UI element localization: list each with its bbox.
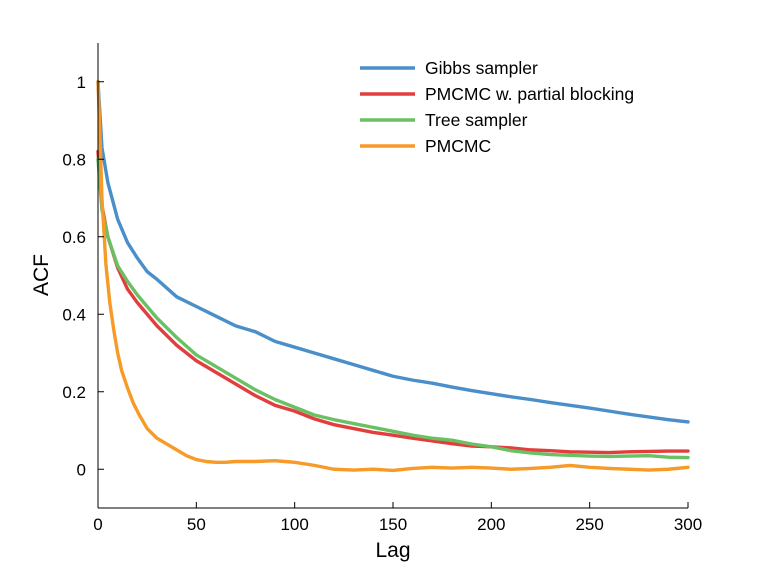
y-tick-label: 1 <box>77 73 86 92</box>
x-tick-label: 300 <box>674 515 702 534</box>
legend: Gibbs sampler PMCMC w. partial blocking Tr… <box>360 58 634 156</box>
x-axis-title: Lag <box>375 539 410 562</box>
x-tick-label: 100 <box>280 515 308 534</box>
x-tick-label: 250 <box>575 515 603 534</box>
legend-label-tree-sampler: Tree sampler <box>425 110 528 130</box>
series-line-gibbs-sampler <box>96 80 690 424</box>
x-tick-label: 200 <box>477 515 505 534</box>
y-axis-title: ACF <box>30 254 53 296</box>
series-line-pmcmc <box>96 80 690 473</box>
x-tick-label: 0 <box>93 515 102 534</box>
x-tick-label: 50 <box>187 515 206 534</box>
legend-label-gibbs-sampler: Gibbs sampler <box>425 58 538 78</box>
axes <box>97 43 688 509</box>
y-tick-label: 0.6 <box>62 228 86 247</box>
series-line-pmcmc-w-partial-blocking <box>96 149 690 455</box>
plot-area <box>96 80 690 473</box>
legend-label-pmcmc: PMCMC <box>425 136 491 156</box>
y-tick-label: 0.8 <box>62 150 86 169</box>
legend-label-pmcmc-w-partial-blocking: PMCMC w. partial blocking <box>425 84 634 104</box>
y-tick-label: 0.4 <box>62 305 86 324</box>
series-line-tree-sampler <box>96 157 690 460</box>
x-tick-label: 150 <box>379 515 407 534</box>
x-ticks: 0 50 100 150 200 250 300 <box>93 502 702 534</box>
y-ticks: 0 0.2 0.4 0.6 0.8 1 <box>62 73 104 479</box>
y-tick-label: 0 <box>77 460 86 479</box>
y-tick-label: 0.2 <box>62 383 86 402</box>
